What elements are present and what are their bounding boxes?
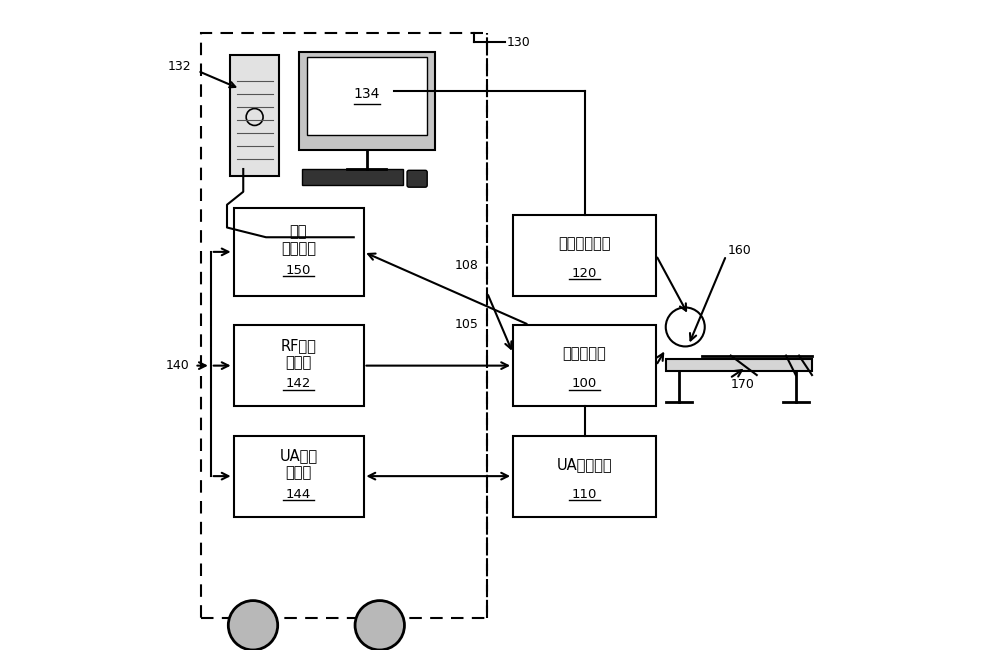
FancyBboxPatch shape <box>234 325 364 406</box>
Text: 超声施加器: 超声施加器 <box>563 346 606 361</box>
Circle shape <box>228 601 278 650</box>
FancyBboxPatch shape <box>513 214 656 296</box>
Circle shape <box>355 601 404 650</box>
Text: 142: 142 <box>286 377 311 390</box>
FancyBboxPatch shape <box>513 436 656 517</box>
FancyBboxPatch shape <box>234 208 364 296</box>
Text: 140: 140 <box>166 359 189 372</box>
FancyBboxPatch shape <box>201 32 487 617</box>
FancyBboxPatch shape <box>666 359 812 370</box>
Text: 超声成像探头: 超声成像探头 <box>558 236 611 251</box>
FancyBboxPatch shape <box>298 52 435 150</box>
Text: 160: 160 <box>728 244 751 257</box>
FancyBboxPatch shape <box>234 436 364 517</box>
Text: UA定位系统: UA定位系统 <box>557 457 612 472</box>
Text: 120: 120 <box>572 266 597 280</box>
FancyBboxPatch shape <box>513 325 656 406</box>
FancyBboxPatch shape <box>302 169 402 185</box>
Text: 144: 144 <box>286 488 311 500</box>
Text: 110: 110 <box>572 488 597 500</box>
Text: UA位置
控制器: UA位置 控制器 <box>279 448 318 480</box>
Text: RF功率
控制器: RF功率 控制器 <box>281 338 316 370</box>
Text: 150: 150 <box>286 264 311 277</box>
Text: 170: 170 <box>731 378 755 391</box>
FancyBboxPatch shape <box>230 55 279 176</box>
Text: 130: 130 <box>507 36 530 49</box>
FancyBboxPatch shape <box>407 170 427 187</box>
Text: 132: 132 <box>168 60 191 73</box>
Text: 流体
循环系统: 流体 循环系统 <box>281 224 316 256</box>
FancyBboxPatch shape <box>307 57 427 135</box>
Text: 105: 105 <box>454 318 478 332</box>
Text: 134: 134 <box>354 87 380 101</box>
Text: 100: 100 <box>572 377 597 390</box>
Text: 108: 108 <box>454 259 478 272</box>
